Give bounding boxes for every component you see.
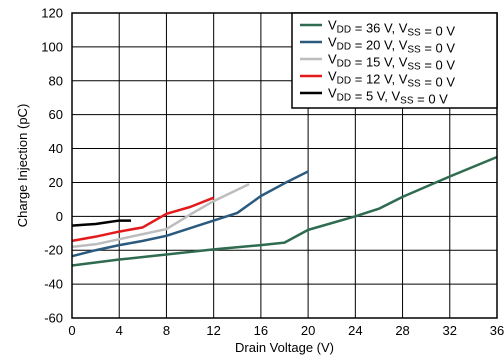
- x-tick-label: 36: [490, 323, 504, 338]
- series-line: [71, 155, 498, 267]
- plot-frame: [71, 12, 498, 319]
- y-tick-label: 120: [41, 6, 63, 21]
- y-tick-label: 20: [49, 175, 63, 190]
- y-tick-label: -20: [44, 243, 63, 258]
- legend-label: VDD = 15 V, VSS = 0 V: [328, 52, 455, 73]
- y-axis-label: Charge Injection (pC): [15, 104, 30, 228]
- y-tick-label: 100: [41, 39, 63, 54]
- series-lines: [71, 155, 498, 267]
- y-tick-label: 40: [49, 141, 63, 156]
- x-tick-label: 4: [116, 323, 123, 338]
- y-tick-label: 0: [56, 209, 63, 224]
- x-tick-labels: 0 4 8 12 16 20 24 28 32 36: [68, 323, 504, 338]
- y-tick-label: -60: [44, 311, 63, 326]
- legend-label: VDD = 12 V, VSS = 0 V: [328, 69, 455, 90]
- series-line: [71, 196, 215, 243]
- y-tick-labels: -60 -40 -20 0 20 40 60 80 100 120: [41, 6, 63, 326]
- series-line: [71, 219, 132, 227]
- x-tick-label: 0: [68, 323, 75, 338]
- x-tick-label: 16: [254, 323, 268, 338]
- x-tick-label: 12: [206, 323, 220, 338]
- legend-label: VDD = 5 V, VSS = 0 V: [328, 86, 448, 107]
- series-line: [71, 170, 309, 258]
- x-axis-label: Drain Voltage (V): [235, 340, 334, 355]
- y-tick-label: 80: [49, 73, 63, 88]
- legend-label: VDD = 20 V, VSS = 0 V: [328, 35, 455, 56]
- x-tick-label: 32: [443, 323, 457, 338]
- series-line: [71, 183, 250, 249]
- legend-box: [291, 12, 498, 109]
- x-tick-label: 20: [301, 323, 315, 338]
- x-tick-label: 8: [163, 323, 170, 338]
- x-tick-label: 24: [348, 323, 362, 338]
- y-tick-label: 60: [49, 107, 63, 122]
- x-tick-label: 28: [395, 323, 409, 338]
- legend-label: VDD = 36 V, VSS = 0 V: [328, 18, 455, 39]
- y-tick-label: -40: [44, 277, 63, 292]
